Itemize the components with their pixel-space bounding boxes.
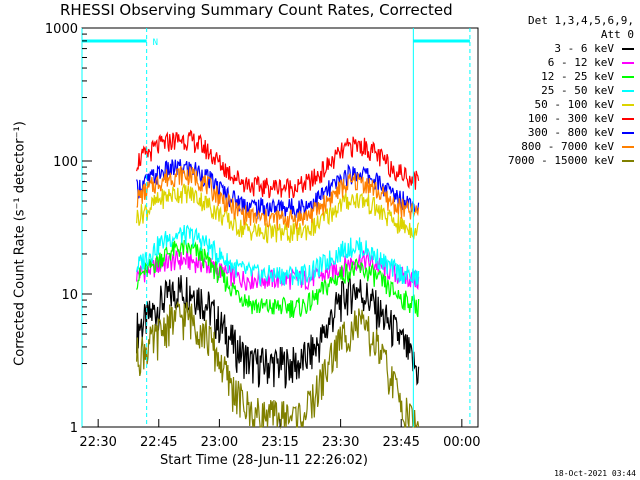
x-tick-label-4: 23:30 [322,435,359,450]
series-line-7 [136,159,420,220]
legend-swatch [622,160,634,162]
legend-swatch [622,104,634,106]
legend-item: 25 - 50 keV [459,84,634,98]
legend-item: 300 - 800 keV [459,126,634,140]
legend-item: 6 - 12 keV [459,56,634,70]
series-line-6 [136,129,420,199]
legend-item: 800 - 7000 keV [459,140,634,154]
legend-item: 3 - 6 keV [459,42,634,56]
x-tick-label-2: 23:00 [201,435,238,450]
legend-swatch [622,48,634,50]
legend-header-detectors: Det 1,3,4,5,6,9, [528,14,634,27]
legend-item-label: 12 - 25 keV [541,70,614,83]
legend-item: 7000 - 15000 keV [459,154,634,168]
legend-swatch [622,118,634,120]
legend-item: 12 - 25 keV [459,70,634,84]
legend-item-label: 6 - 12 keV [547,56,614,69]
legend-item-label: 300 - 800 keV [527,126,614,139]
legend-item-label: 100 - 300 keV [527,112,614,125]
legend-item: 100 - 300 keV [459,112,634,126]
series-line-1 [136,272,420,389]
x-tick-label-5: 23:45 [382,435,419,450]
series-line-9 [136,300,420,430]
legend-items: 3 - 6 keV 6 - 12 keV 12 - 25 keV 25 - 50 ke… [459,42,634,168]
y-tick-label-1: 10 [61,288,78,303]
y-tick-label-2: 100 [53,155,78,170]
legend-item-label: 7000 - 15000 keV [508,154,614,167]
x-tick-label-1: 22:45 [140,435,177,450]
y-tick-label-3: 1000 [45,22,78,37]
legend-header-attenuator: Att 0 [600,28,634,41]
x-tick-label-0: 22:30 [79,435,116,450]
legend-item-label: 50 - 100 keV [534,98,614,111]
x-axis-label: Start Time (28-Jun-11 22:26:02) [160,453,368,468]
legend-item-label: 800 - 7000 keV [521,140,614,153]
legend-item-label: 25 - 50 keV [541,84,614,97]
y-tick-label-0: 1 [70,421,78,436]
timestamp: 18-Oct-2021 03:44 [554,469,636,478]
series-line-4 [136,224,420,287]
legend-swatch [622,132,634,134]
legend-swatch [622,62,634,64]
legend-item-label: 3 - 6 keV [554,42,614,55]
series-line-3 [136,240,420,319]
legend-swatch [622,90,634,92]
legend-swatch [622,76,634,78]
legend: Det 1,3,4,5,6,9, Att 0 3 - 6 keV 6 - 12 k… [459,14,634,168]
night-label: N [153,38,158,48]
x-tick-label-6: 00:00 [443,435,480,450]
series-line-8 [136,166,420,230]
y-axis-label: Corrected Count Rate (s⁻¹ detector⁻¹) [12,121,28,366]
page-title: RHESSI Observing Summary Count Rates, Co… [60,1,453,19]
legend-swatch [622,146,634,148]
legend-item: 50 - 100 keV [459,98,634,112]
x-tick-label-3: 23:15 [261,435,298,450]
